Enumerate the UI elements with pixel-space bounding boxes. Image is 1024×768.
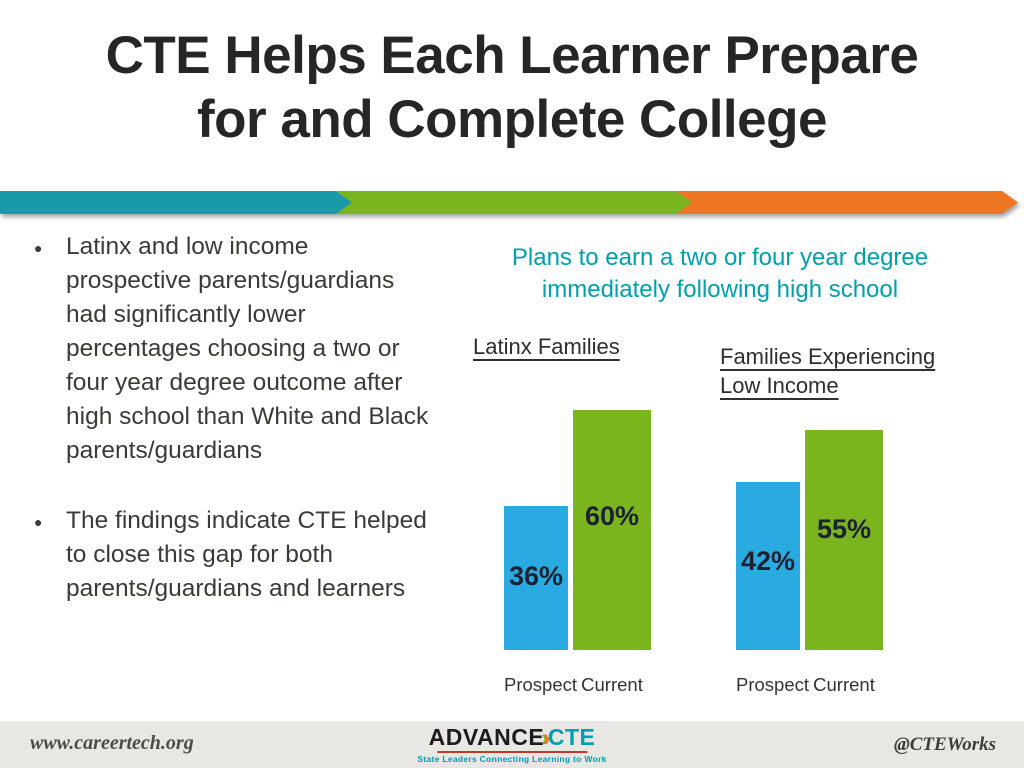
bar-current: 55%	[805, 430, 883, 650]
banner-arrow-green	[336, 191, 692, 214]
bullet-text: The findings indicate CTE helped to clos…	[66, 507, 427, 603]
bar-value-label: 55%	[816, 513, 872, 544]
logo-wordmark: ADVANCE › › CTE	[417, 723, 606, 751]
bar-prospect: 36%	[504, 506, 568, 650]
logo-rule	[436, 751, 587, 753]
slide-title: CTE Helps Each Learner Prepare for and C…	[0, 24, 1024, 151]
footer-website: www.careertech.org	[30, 732, 194, 754]
bullet-item: ● The findings indicate CTE helped to cl…	[34, 504, 436, 606]
bullet-text: Latinx and low income prospective parent…	[66, 233, 429, 465]
bar-value-label: 36%	[508, 560, 564, 591]
logo-tagline: State Leaders Connecting Learning to Wor…	[417, 754, 607, 764]
logo-word-advance: ADVANCE	[428, 724, 545, 750]
slide-title-line2: for and Complete College	[197, 89, 827, 149]
chart-title: Families Experiencing Low Income	[720, 344, 936, 398]
plot-area: 42% 55%	[720, 430, 1017, 650]
advance-cte-logo: ADVANCE › › CTE State Leaders Connecting…	[417, 723, 607, 764]
category-label-prospect: Prospect	[504, 674, 578, 695]
bullet-icon: ●	[34, 514, 43, 531]
category-labels: Prospect Current	[504, 674, 651, 696]
footer-bar: www.careertech.org ADVANCE › › CTE State…	[0, 721, 1024, 768]
category-label-current: Current	[813, 674, 875, 695]
banner-arrow-orange	[676, 191, 1018, 214]
bullet-list: ● Latinx and low income prospective pare…	[34, 230, 436, 642]
slide-title-line1: CTE Helps Each Learner Prepare	[105, 26, 919, 85]
charts-row: Latinx Families 36% 60% Prospect Current…	[445, 333, 1017, 705]
bar-value-label: 60%	[584, 501, 640, 532]
arrow-banner	[0, 191, 1024, 214]
chart-heading: Plans to earn a two or four year degree …	[430, 242, 1010, 306]
bar-current: 60%	[573, 410, 651, 650]
chart-heading-line1: Plans to earn a two or four year degree	[511, 244, 929, 271]
category-label-current: Current	[581, 674, 643, 695]
bullet-icon: ●	[34, 240, 43, 256]
chevron-icon: ›	[541, 723, 550, 751]
chart-heading-line2: immediately following high school	[541, 275, 899, 303]
footer-twitter-handle: @CTEWorks	[893, 734, 996, 755]
bullet-item: ● Latinx and low income prospective pare…	[34, 230, 436, 468]
logo-word-cte: CTE	[547, 724, 596, 750]
bar-prospect: 42%	[736, 482, 800, 650]
chevron-icon: ›	[543, 723, 551, 751]
chart-low-income-families: Families Experiencing Low Income 42% 55%…	[720, 333, 1017, 705]
banner-arrow-teal	[0, 191, 352, 214]
category-label-prospect: Prospect	[736, 674, 810, 695]
plot-area: 36% 60%	[445, 410, 710, 650]
category-labels: Prospect Current	[736, 674, 883, 696]
chart-latinx-families: Latinx Families 36% 60% Prospect Current	[445, 333, 710, 705]
chart-title: Latinx Families	[473, 334, 620, 359]
bar-value-label: 42%	[740, 545, 796, 576]
